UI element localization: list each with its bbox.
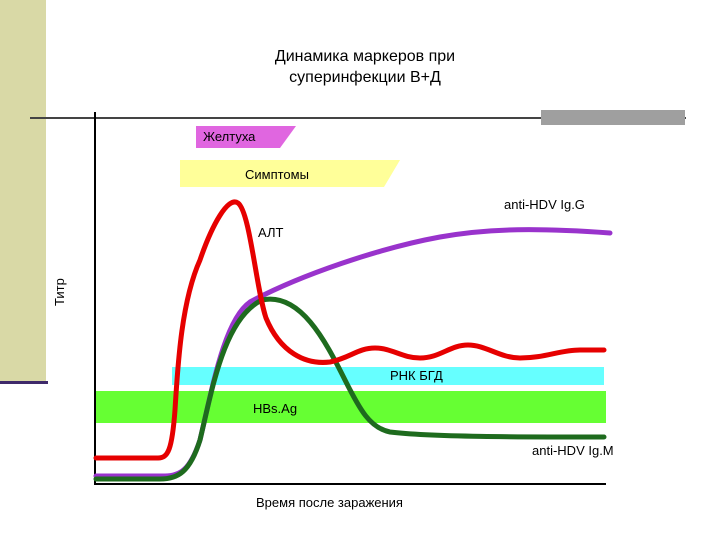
igg-label: anti-HDV Ig.G bbox=[504, 197, 585, 212]
left-decor-underline bbox=[0, 381, 48, 384]
hbsag-label: HBs.Ag bbox=[253, 401, 297, 416]
igm-curve bbox=[93, 296, 607, 482]
igm-label: anti-HDV Ig.M bbox=[532, 443, 614, 458]
symptoms-label: Симптомы bbox=[245, 167, 309, 182]
y-axis-label: Титр bbox=[52, 278, 67, 306]
header-rule bbox=[30, 117, 686, 119]
x-axis-label: Время после заражения bbox=[256, 495, 403, 510]
rna-band bbox=[172, 367, 604, 385]
jaundice-band bbox=[196, 126, 296, 148]
slide-title: Динамика маркеров при суперинфекции В+Д bbox=[200, 46, 530, 88]
jaundice-label: Желтуха bbox=[203, 129, 256, 144]
header-block bbox=[541, 110, 685, 125]
title-line-2: суперинфекции В+Д bbox=[289, 69, 441, 86]
alt-curve bbox=[93, 199, 607, 461]
alt-label: АЛТ bbox=[258, 225, 283, 240]
left-decor-bar bbox=[0, 0, 46, 382]
title-line-1: Динамика маркеров при bbox=[274, 48, 456, 65]
rna-label: РНК БГД bbox=[390, 368, 443, 383]
symptoms-band bbox=[180, 160, 400, 187]
